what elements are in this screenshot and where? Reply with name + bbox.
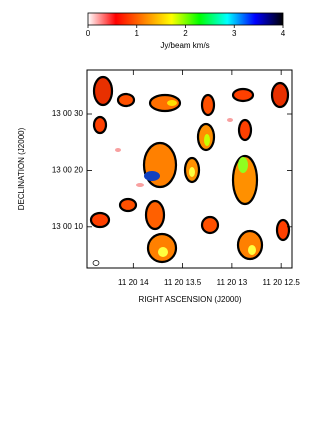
colorbar-tick-label: 1 bbox=[135, 29, 140, 38]
blob bbox=[92, 115, 108, 135]
blob-core bbox=[189, 167, 195, 177]
chart: Jy/beam km/s RIGHT ASCENSION (J2000) DE bbox=[17, 12, 301, 304]
blob bbox=[92, 75, 114, 107]
x-axis-label: RIGHT ASCENSION (J2000) bbox=[139, 295, 242, 304]
blob-core bbox=[144, 171, 160, 181]
colorbar-tick-label: 0 bbox=[86, 29, 91, 38]
colorbar-tick-label: 3 bbox=[232, 29, 237, 38]
colorbar-tick-label: 2 bbox=[183, 29, 188, 38]
blob-core bbox=[167, 100, 177, 106]
blob bbox=[148, 93, 182, 113]
plot-frame bbox=[86, 69, 293, 269]
x-tick-label: 11 20 13 bbox=[217, 278, 248, 287]
noise bbox=[136, 183, 144, 187]
y-tick-label: 13 00 10 bbox=[52, 222, 84, 231]
x-tick-label: 11 20 12.5 bbox=[263, 278, 301, 287]
x-tick-label: 11 20 13.5 bbox=[164, 278, 202, 287]
blob bbox=[270, 81, 290, 109]
blob bbox=[89, 211, 111, 229]
colorbar-tick-label: 4 bbox=[281, 29, 286, 38]
colorbar-label: Jy/beam km/s bbox=[160, 41, 209, 50]
blob-core bbox=[238, 157, 248, 173]
x-tick-label: 11 20 14 bbox=[118, 278, 149, 287]
blob bbox=[200, 215, 220, 235]
blob bbox=[236, 229, 264, 261]
contour-map bbox=[89, 75, 291, 264]
blob bbox=[275, 218, 291, 242]
blob bbox=[237, 118, 253, 142]
noise bbox=[227, 118, 233, 122]
blob-core bbox=[204, 134, 210, 146]
blob bbox=[144, 199, 166, 231]
noise bbox=[115, 148, 121, 152]
y-axis-label: DECLINATION (J2000) bbox=[17, 127, 26, 210]
blob bbox=[116, 92, 136, 108]
blob-core bbox=[158, 247, 168, 257]
blob-core bbox=[248, 245, 256, 255]
blob bbox=[231, 87, 255, 103]
y-tick-label: 13 00 20 bbox=[52, 166, 84, 175]
y-tick-label: 13 00 30 bbox=[52, 109, 84, 118]
colorbar bbox=[87, 12, 284, 26]
blob bbox=[200, 93, 216, 117]
beam bbox=[92, 260, 100, 266]
blob bbox=[118, 197, 138, 213]
